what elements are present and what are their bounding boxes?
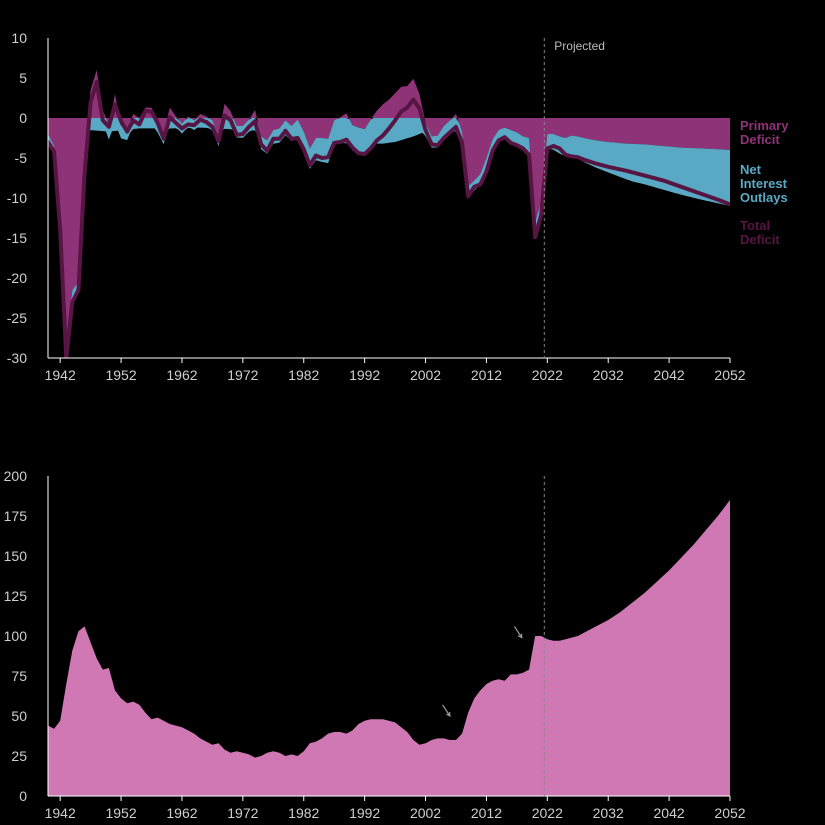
debt-y-tick-label: 200 — [4, 468, 28, 484]
debt-x-tick-label: 1972 — [227, 805, 258, 821]
debt-x-tick-label: 1942 — [45, 805, 76, 821]
series-total-deficit-line — [48, 80, 730, 358]
debt-plot-area — [48, 500, 730, 796]
legend-total-deficit: Total Deficit — [740, 218, 780, 247]
deficit-y-tick-label: -30 — [7, 350, 27, 366]
debt-y-tick-label: 0 — [19, 788, 27, 804]
debt-x-tick-label: 2002 — [410, 805, 441, 821]
deficit-x-tick-label: 1942 — [45, 367, 76, 383]
debt-axes: 200 175 150 125 100 75 50 25 0 1942 1952 1962 1972 19… — [4, 468, 746, 821]
debt-y-tick-label: 125 — [4, 588, 28, 604]
debt-y-tick-label: 50 — [11, 708, 27, 724]
debt-x-tick-label: 1982 — [288, 805, 319, 821]
debt-y-tick-label: 175 — [4, 508, 28, 524]
deficit-x-tick-label: 1982 — [288, 367, 319, 383]
debt-x-tick-label: 2052 — [714, 805, 745, 821]
deficit-x-tick-label: 2002 — [410, 367, 441, 383]
legend-net-interest-outlays-line: Net — [740, 162, 762, 177]
deficit-chart: 10 5 0 -5 -10 -15 -20 -25 -30 1942 1952 1962 1972 198… — [7, 30, 789, 383]
deficit-y-tick-label: -15 — [7, 230, 27, 246]
legend-primary-deficit-line: Deficit — [740, 132, 780, 147]
legend-net-interest-outlays-line: Outlays — [740, 190, 788, 205]
debt-x-tick-label: 1962 — [166, 805, 197, 821]
debt-x-tick-label: 2022 — [532, 805, 563, 821]
legend-total-deficit-line: Total — [740, 218, 770, 233]
series-debt-area — [48, 500, 730, 796]
deficit-x-tick-label: 2012 — [471, 367, 502, 383]
deficit-y-tick-label: -5 — [15, 150, 28, 166]
debt-x-tick-label: 2042 — [654, 805, 685, 821]
2020-arrow — [513, 626, 523, 639]
deficit-x-tick-label: 2042 — [654, 367, 685, 383]
legend-net-interest-outlays: Net Interest Outlays — [740, 162, 788, 205]
2008-arrow — [442, 704, 451, 718]
debt-x-tick-label: 1952 — [105, 805, 136, 821]
deficit-y-tick-label: 0 — [19, 110, 27, 126]
deficit-x-tick-label: 1972 — [227, 367, 258, 383]
deficit-x-tick-label: 1992 — [349, 367, 380, 383]
debt-y-tick-label: 100 — [4, 628, 28, 644]
deficit-x-tick-label: 2052 — [714, 367, 745, 383]
debt-x-tick-label: 2012 — [471, 805, 502, 821]
deficit-projection-label: Projected — [554, 39, 605, 53]
deficit-y-tick-label: -25 — [7, 310, 27, 326]
deficit-y-tick-label: 5 — [19, 70, 27, 86]
deficit-plot-area — [48, 70, 730, 358]
deficit-x-tick-label: 2032 — [593, 367, 624, 383]
legend-total-deficit-line: Deficit — [740, 232, 780, 247]
deficit-y-tick-label: -20 — [7, 270, 27, 286]
deficit-y-tick-label: 10 — [11, 30, 27, 46]
legend-net-interest-outlays-line: Interest — [740, 176, 788, 191]
deficit-y-tick-label: -10 — [7, 190, 27, 206]
debt-y-tick-label: 150 — [4, 548, 28, 564]
debt-y-tick-label: 25 — [11, 748, 27, 764]
debt-chart: 200 175 150 125 100 75 50 25 0 1942 1952 1962 1972 19… — [4, 468, 746, 821]
legend-primary-deficit: Primary Deficit — [740, 118, 789, 147]
deficit-x-tick-label: 1962 — [166, 367, 197, 383]
series-net-interest-outlays-area — [48, 118, 730, 352]
debt-x-tick-label: 2032 — [593, 805, 624, 821]
debt-x-tick-label: 1992 — [349, 805, 380, 821]
deficit-x-tick-label: 1952 — [105, 367, 136, 383]
deficit-axes: 10 5 0 -5 -10 -15 -20 -25 -30 1942 1952 1962 1972 198… — [7, 30, 746, 383]
debt-y-tick-label: 75 — [11, 668, 27, 684]
legend-primary-deficit-line: Primary — [740, 118, 789, 133]
deficit-x-tick-label: 2022 — [532, 367, 563, 383]
